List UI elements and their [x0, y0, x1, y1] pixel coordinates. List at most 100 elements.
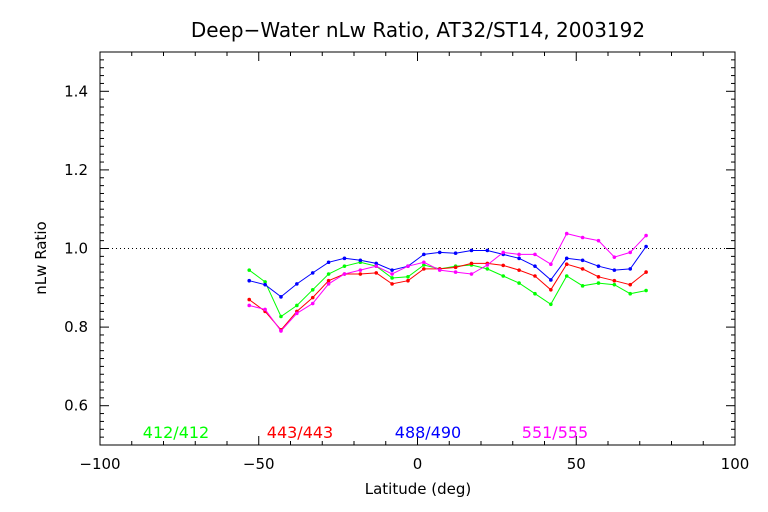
data-point: [580, 235, 585, 240]
data-point: [517, 256, 521, 261]
data-point: [580, 267, 585, 271]
data-point: [310, 271, 315, 275]
data-point: [644, 288, 648, 293]
data-point: [612, 278, 617, 283]
data-point: [279, 329, 283, 333]
data-point: [564, 231, 569, 236]
data-point: [549, 302, 553, 307]
series-line: [248, 262, 647, 331]
legend: 412/412 443/443 488/490 551/555: [143, 423, 588, 442]
data-point: [358, 258, 363, 263]
series-line: [249, 246, 647, 298]
data-point: [422, 260, 426, 265]
data-point: [612, 282, 617, 287]
data-point: [342, 272, 347, 276]
data-point: [374, 271, 379, 275]
data-point: [342, 264, 347, 268]
plot-frame: [99, 51, 736, 446]
data-point: [564, 274, 569, 278]
data-point: [326, 278, 331, 283]
data-point: [437, 250, 442, 255]
x-tick-label: −100: [79, 455, 120, 473]
data-point: [517, 268, 521, 272]
data-point: [406, 278, 410, 283]
series-line: [249, 233, 647, 332]
data-point: [628, 291, 633, 296]
x-tick-label: 0: [413, 455, 423, 473]
data-point: [644, 244, 648, 249]
data-point: [295, 311, 299, 316]
data-point: [295, 282, 299, 286]
data-point: [596, 238, 601, 243]
data-point: [374, 264, 379, 268]
data-point: [390, 282, 394, 286]
data-point: [279, 295, 283, 299]
data-point: [437, 268, 442, 272]
x-tick-label: −50: [243, 455, 275, 473]
data-point: [612, 268, 617, 272]
data-point: [517, 281, 521, 285]
data-point: [422, 267, 426, 271]
data-point: [501, 250, 506, 255]
y-tick-label: 1.2: [64, 161, 88, 179]
data-point: [422, 252, 426, 257]
legend-entry: 488/490: [395, 423, 461, 442]
data-point: [326, 260, 331, 265]
y-tick-label: 0.8: [64, 318, 88, 336]
data-point: [469, 248, 474, 253]
x-tick-label: 50: [567, 455, 586, 473]
data-point: [644, 233, 648, 238]
y-tick-label: 1.4: [64, 82, 88, 100]
data-point: [263, 280, 267, 284]
data-point: [501, 274, 506, 278]
data-point: [564, 256, 569, 261]
x-axis-label: Latitude (deg): [365, 480, 471, 498]
data-point: [549, 287, 553, 292]
data-point: [453, 270, 458, 274]
data-point: [564, 262, 569, 267]
data-point: [469, 261, 474, 266]
data-point: [326, 272, 331, 276]
data-point: [596, 264, 601, 268]
plot-area: −100 −50 0 50 100 0.6 0.8 1.0 1.2 1.4: [64, 51, 750, 473]
y-axis-label: nLw Ratio: [32, 221, 50, 294]
data-point: [549, 278, 553, 282]
data-point: [358, 268, 363, 272]
series-line: [248, 261, 647, 318]
data-point: [310, 301, 315, 306]
data-point: [644, 270, 648, 274]
data-point: [469, 272, 474, 276]
data-point: [310, 295, 315, 300]
legend-entry: 412/412: [143, 423, 209, 442]
data-point: [342, 256, 347, 261]
data-point: [580, 258, 585, 263]
data-point: [549, 262, 553, 267]
data-point: [485, 263, 490, 267]
legend-entry: 443/443: [267, 423, 333, 442]
x-tick-label: 100: [721, 455, 750, 473]
data-point: [406, 274, 410, 279]
data-point: [406, 264, 410, 268]
data-point: [533, 274, 537, 278]
data-point: [628, 267, 633, 271]
y-tick-label: 0.6: [64, 397, 88, 415]
data-point: [295, 303, 299, 308]
data-point: [247, 303, 252, 308]
data-point: [628, 282, 633, 287]
data-point: [390, 272, 394, 276]
data-point: [453, 251, 458, 256]
data-point: [326, 282, 331, 286]
data-point: [358, 272, 363, 276]
data-point: [628, 250, 633, 255]
data-point: [612, 255, 617, 259]
data-point: [247, 268, 252, 272]
data-point: [390, 268, 394, 272]
data-point: [374, 261, 379, 266]
data-point: [596, 274, 601, 279]
data-point: [485, 248, 490, 253]
data-point: [247, 278, 252, 283]
data-point: [485, 267, 490, 271]
data-point: [279, 314, 283, 319]
data-point: [533, 291, 537, 296]
